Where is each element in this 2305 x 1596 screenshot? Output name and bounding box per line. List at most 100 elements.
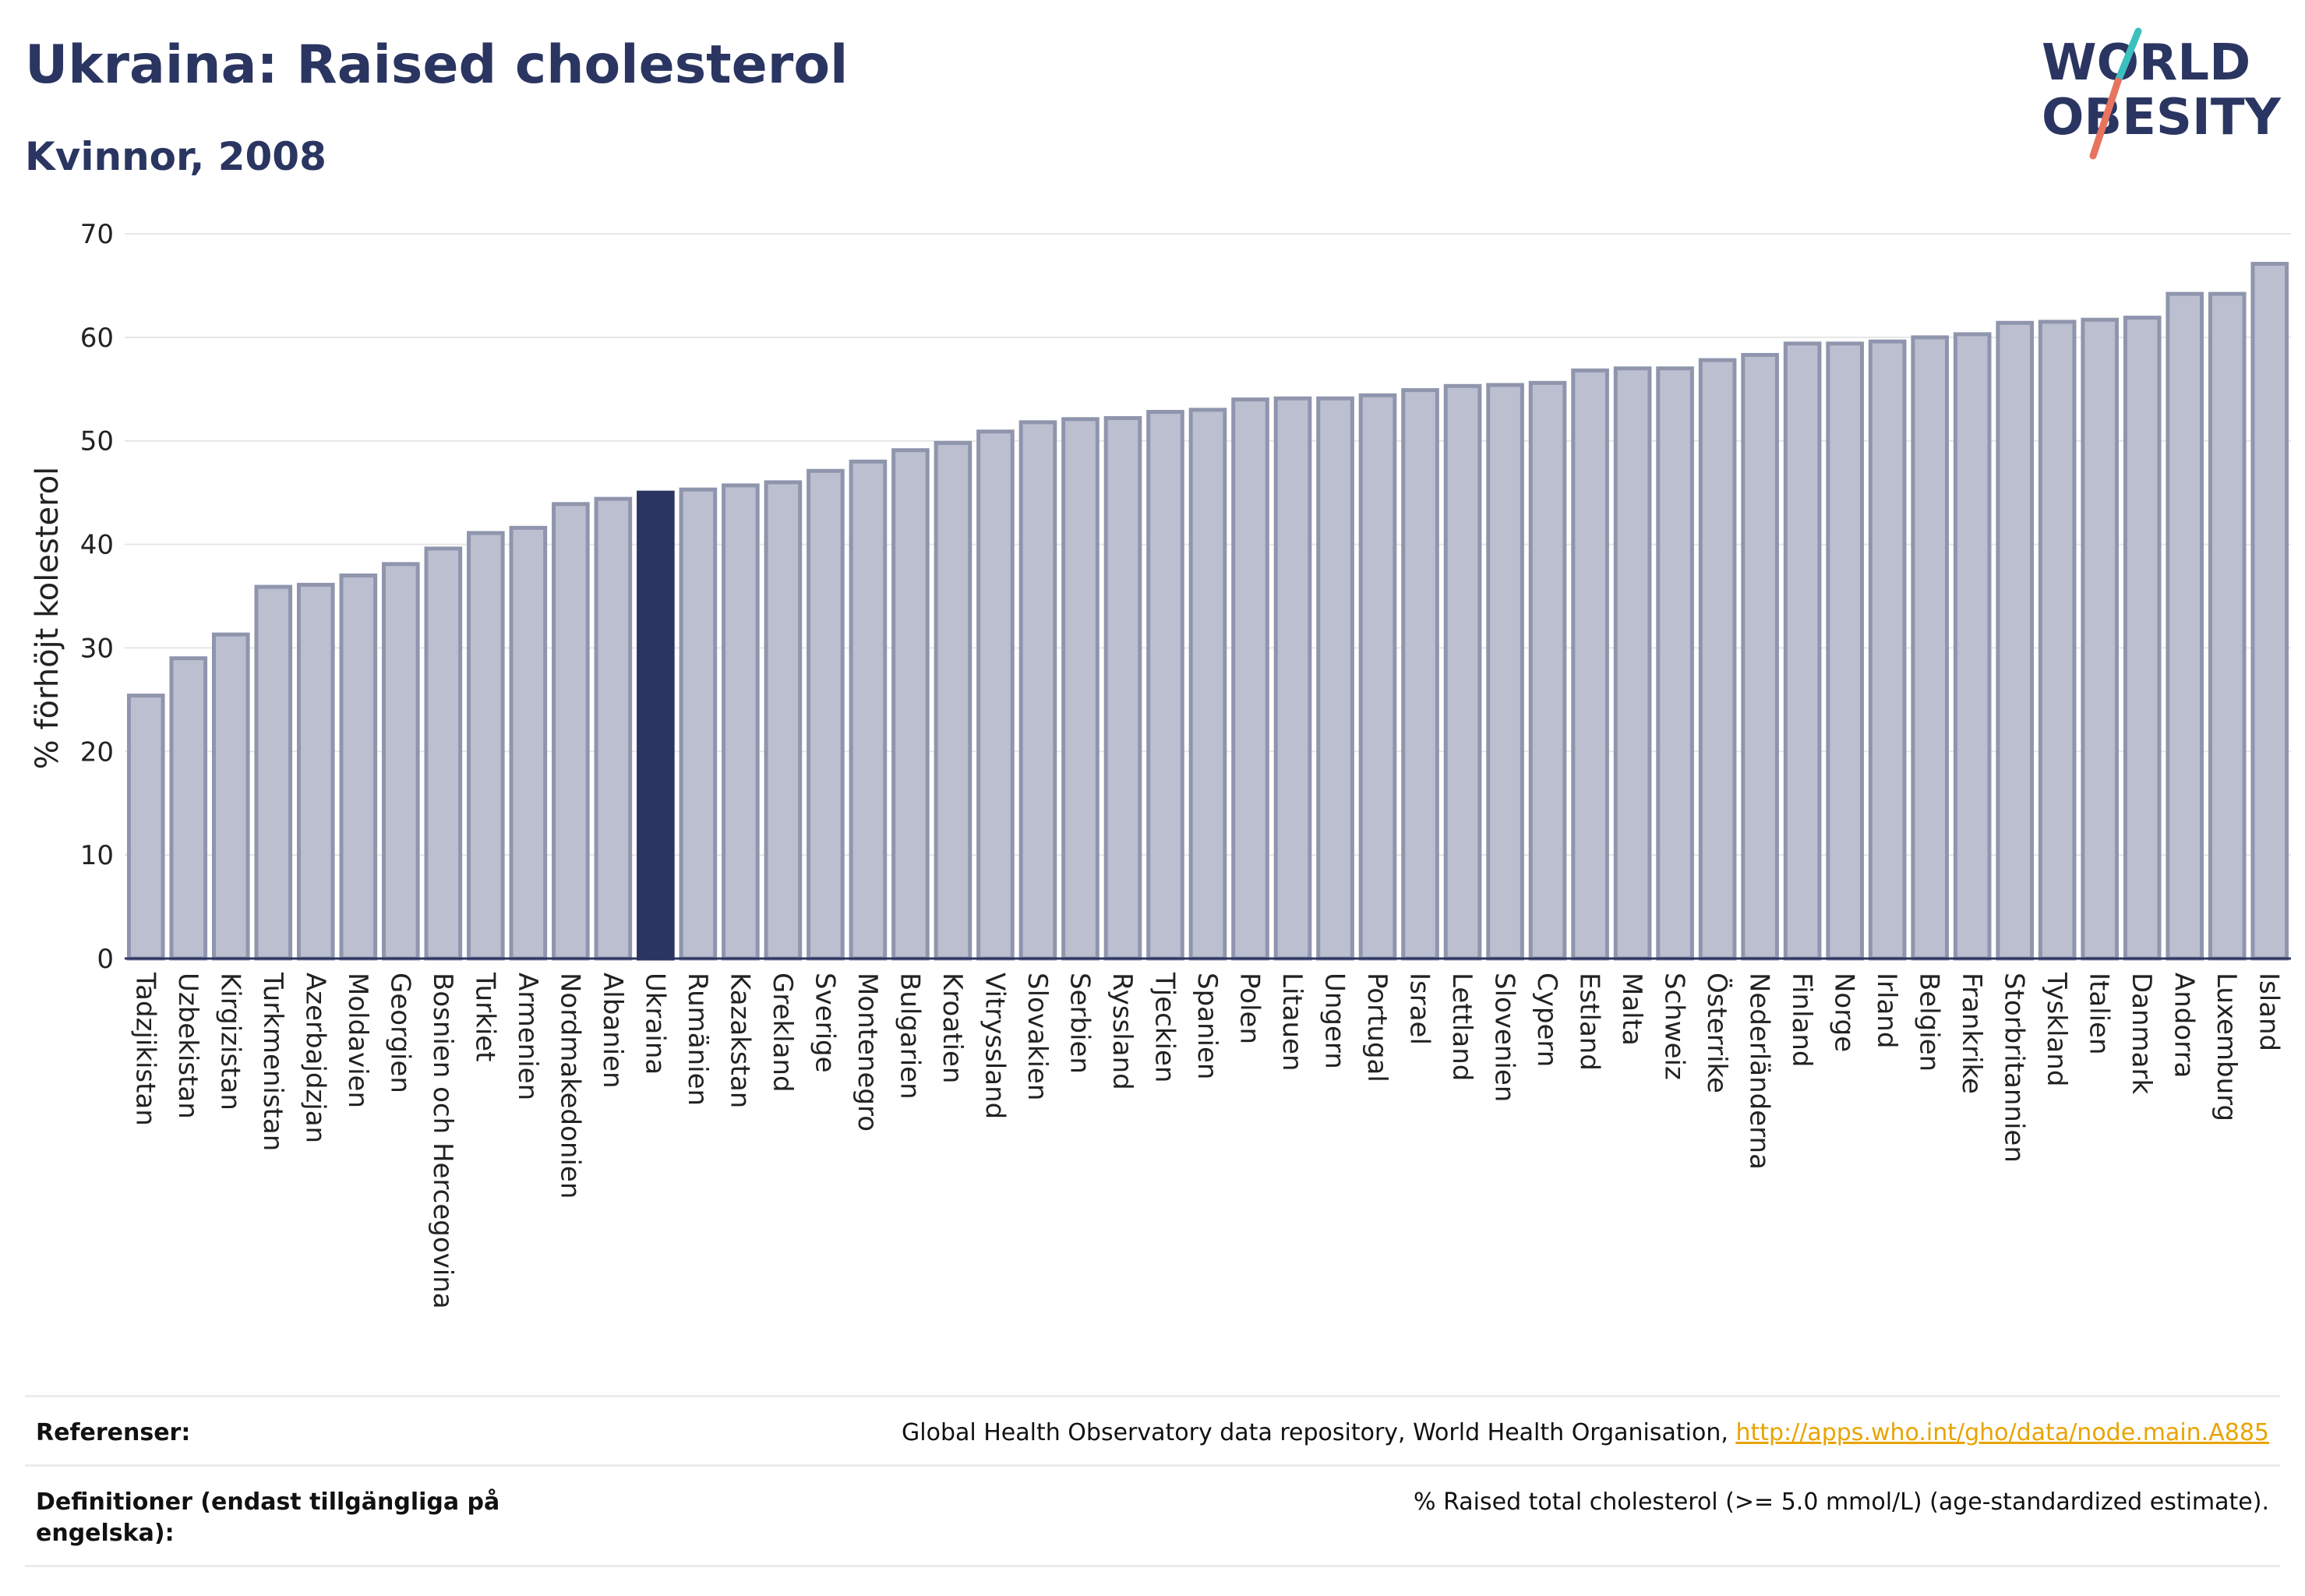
bar-danmark — [2123, 316, 2162, 961]
y-tick-label: 0 — [97, 944, 114, 975]
bar-irland — [1868, 339, 1907, 961]
definitions-label: Definitioner (endast tillgängliga på eng… — [36, 1488, 500, 1547]
x-tick-label: Schweiz — [1659, 973, 1690, 1080]
bar-tyskland — [2038, 320, 2077, 961]
page-subtitle: Kvinnor, 2008 — [25, 134, 327, 179]
x-tick-label: Moldavien — [342, 973, 373, 1108]
x-tick-label: Bulgarien — [894, 973, 925, 1100]
logo-slash-teal — [2114, 27, 2142, 85]
bar-ryssland — [1103, 415, 1142, 961]
bar-moldavien — [339, 573, 378, 961]
bar-serbien — [1061, 417, 1100, 961]
x-tick-label: Storbritannien — [1999, 973, 2030, 1163]
bar-malta — [1613, 366, 1652, 961]
x-tick-label: Israel — [1404, 973, 1435, 1045]
x-tick-label: Grekland — [767, 973, 798, 1093]
footer-definitions-row: Definitioner (endast tillgängliga på eng… — [25, 1464, 2280, 1567]
x-tick-label: Sverige — [809, 973, 840, 1073]
x-tick-label: Nederländerna — [1744, 973, 1775, 1170]
x-tick-label: Estland — [1574, 973, 1605, 1071]
x-tick-label: Belgien — [1914, 973, 1945, 1072]
bar-belgien — [1911, 335, 1949, 961]
x-tick-label: Nordmakedonien — [554, 973, 585, 1199]
x-tick-label: Spanien — [1191, 973, 1223, 1079]
y-tick-label: 60 — [80, 323, 114, 354]
bar-österrike — [1698, 358, 1737, 961]
x-tick-label: Danmark — [2126, 973, 2157, 1094]
bar-norge — [1826, 341, 1864, 961]
y-tick-label: 70 — [80, 219, 114, 250]
x-tick-label: Uzbekistan — [172, 973, 203, 1119]
bar-chart: 0 10 20 30 40 50 60 70 Tadzjikistan Uzbekistan Ki… — [30, 219, 2291, 1309]
bars — [126, 262, 2289, 961]
x-tick-label: Norge — [1829, 973, 1860, 1052]
x-tick-label: Polen — [1234, 973, 1265, 1044]
references-link[interactable]: http://apps.who.int/gho/data/node.main.A… — [1735, 1419, 2269, 1446]
references-label: Referenser: — [36, 1419, 191, 1446]
definitions-value: % Raised total cholesterol (>= 5.0 mmol/… — [1414, 1488, 2269, 1516]
bar-cypern — [1528, 380, 1567, 961]
bar-italien — [2081, 317, 2120, 961]
x-tick-label: Vitryssland — [979, 973, 1010, 1119]
bar-kroatien — [934, 440, 972, 961]
bar-schweiz — [1656, 366, 1694, 961]
bar-georgien — [382, 562, 420, 961]
references-value: Global Health Observatory data repositor… — [902, 1418, 2269, 1449]
bar-ukraina — [637, 490, 675, 961]
x-tick-label: Bosnien och Hercegovina — [427, 973, 458, 1309]
logo-word-obesity: OBESITY — [2042, 89, 2281, 147]
y-tick-label: 40 — [80, 530, 114, 561]
bar-litauen — [1273, 396, 1312, 961]
bar-portugal — [1358, 393, 1397, 961]
x-tick-label: Turkmenistan — [257, 972, 288, 1151]
x-tick-label: Irland — [1871, 973, 1902, 1048]
x-tick-label: Luxemburg — [2211, 973, 2242, 1121]
x-tick-label: Georgien — [384, 973, 415, 1093]
x-tick-label: Slovenien — [1489, 973, 1520, 1102]
x-tick-label: Slovakien — [1022, 973, 1053, 1100]
footer-references-row: Referenser: Global Health Observatory da… — [25, 1395, 2280, 1464]
bar-grekland — [764, 480, 803, 961]
x-tick-label: Serbien — [1064, 973, 1095, 1074]
x-tick-label: Portugal — [1361, 973, 1393, 1082]
bar-rumänien — [679, 487, 718, 961]
x-tick-label: Kazakstan — [724, 973, 755, 1108]
y-tick-label: 30 — [80, 633, 114, 664]
y-tick-label: 10 — [80, 840, 114, 871]
x-tick-label: Tadzjikistan — [129, 972, 161, 1126]
y-tick-label: 20 — [80, 736, 114, 768]
x-tick-label: Litauen — [1276, 973, 1308, 1072]
y-tick-label: 50 — [80, 426, 114, 457]
x-axis-labels: Tadzjikistan Uzbekistan Kirgizistan Turkmen… — [129, 972, 2284, 1309]
bar-turkmenistan — [254, 584, 293, 961]
bar-frankrike — [1953, 332, 1992, 961]
x-tick-label: Ukraina — [639, 973, 670, 1075]
bar-island — [2250, 262, 2289, 961]
x-tick-label: Tyskland — [2041, 972, 2072, 1086]
bar-slovenien — [1486, 383, 1524, 961]
x-tick-label: Armenien — [512, 973, 543, 1100]
world-obesity-logo: WORLD OBESITY — [2042, 27, 2281, 160]
bar-storbritannien — [1996, 320, 2034, 961]
bar-luxemburg — [2208, 291, 2247, 961]
bar-tadzjikistan — [126, 694, 165, 961]
bar-nordmakedonien — [552, 502, 590, 961]
bar-polen — [1231, 397, 1269, 961]
bar-lettland — [1443, 383, 1482, 961]
x-tick-label: Italien — [2084, 973, 2115, 1055]
x-tick-label: Montenegro — [852, 973, 883, 1132]
x-tick-label: Kirgizistan — [214, 973, 245, 1110]
x-tick-label: Azerbajdzjan — [299, 973, 330, 1143]
bar-montenegro — [849, 459, 888, 961]
footer-table: Referenser: Global Health Observatory da… — [25, 1395, 2280, 1567]
bar-kazakstan — [722, 483, 760, 961]
x-tick-label: Kroatien — [937, 973, 968, 1083]
bar-azerbajdzjan — [296, 582, 335, 961]
logo-word-world: WORLD — [2042, 34, 2250, 92]
x-tick-label: Lettland — [1446, 973, 1477, 1081]
bar-tjeckien — [1146, 410, 1184, 961]
x-tick-label: Albanien — [597, 973, 628, 1089]
bar-ungern — [1316, 396, 1354, 961]
bar-bulgarien — [891, 448, 930, 961]
x-tick-label: Island — [2254, 973, 2285, 1051]
